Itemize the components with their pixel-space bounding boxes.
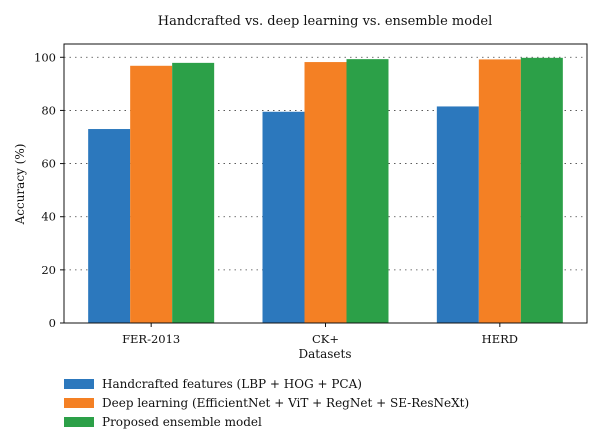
x-axis-label: Datasets	[299, 347, 352, 361]
bar-fer2013-series-1	[130, 65, 173, 323]
x-tick-label: CK+	[312, 332, 339, 346]
y-tick-label: 80	[41, 103, 56, 117]
x-ticks: FER-2013 CK+ HERD	[122, 323, 518, 346]
legend-swatch	[64, 378, 94, 389]
legend-label: Deep learning (EfficientNet + ViT + RegN…	[102, 395, 470, 410]
legend-label: Proposed ensemble model	[102, 414, 262, 429]
y-tick-label: 20	[41, 263, 56, 277]
bar-herd-series-0	[436, 106, 479, 323]
bar-fer2013-series-0	[88, 129, 131, 323]
y-ticks: 0 20 40 60 80 100	[34, 50, 64, 330]
x-tick-label: FER-2013	[122, 332, 180, 346]
chart-title: Handcrafted vs. deep learning vs. ensemb…	[158, 14, 493, 29]
y-tick-label: 60	[41, 157, 56, 171]
y-axis-label: Accuracy (%)	[13, 144, 27, 226]
y-tick-label: 40	[41, 210, 56, 224]
legend-item: Proposed ensemble model	[64, 412, 469, 431]
bar-ck-series-1	[304, 62, 347, 323]
legend-label: Handcrafted features (LBP + HOG + PCA)	[102, 376, 362, 391]
legend-item: Handcrafted features (LBP + HOG + PCA)	[64, 374, 469, 393]
bars	[88, 57, 563, 324]
bar-herd-series-1	[478, 59, 521, 323]
bar-ck-series-2	[346, 59, 389, 323]
bar-ck-series-0	[262, 111, 305, 323]
y-tick-label: 0	[49, 316, 56, 330]
x-tick-label: HERD	[482, 332, 518, 346]
bar-fer2013-series-2	[172, 62, 215, 323]
legend-swatch	[64, 397, 94, 408]
legend-item: Deep learning (EfficientNet + ViT + RegN…	[64, 393, 469, 412]
y-tick-label: 100	[34, 50, 56, 64]
legend-swatch	[64, 416, 94, 427]
bar-herd-series-2	[520, 57, 563, 324]
legend: Handcrafted features (LBP + HOG + PCA) De…	[64, 374, 469, 431]
